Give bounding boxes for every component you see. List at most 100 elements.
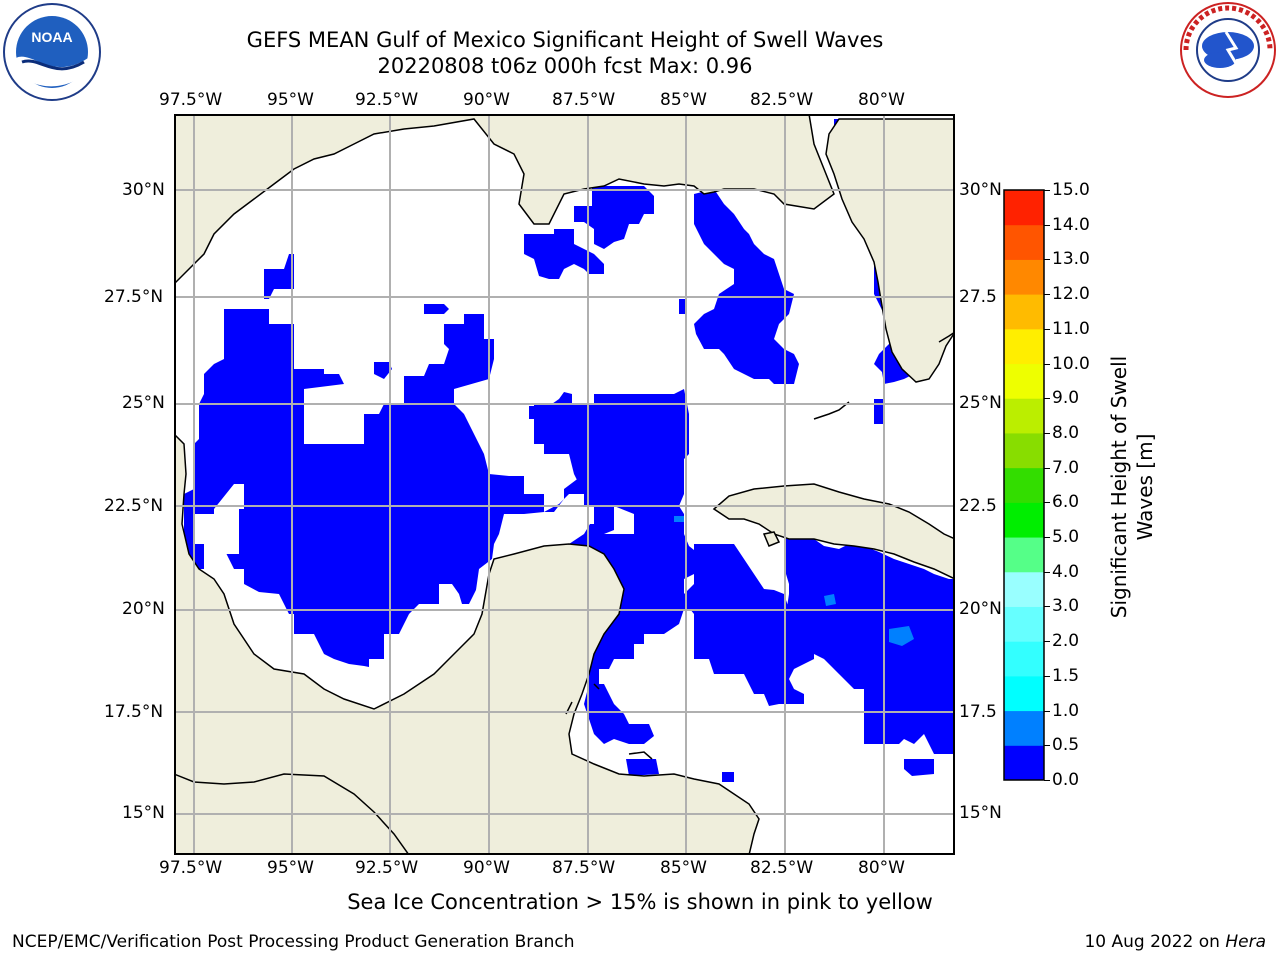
colorbar-tick-mark xyxy=(1044,294,1050,296)
lon-label-bottom: 95°W xyxy=(267,858,314,878)
colorbar-tick-label: 9.0 xyxy=(1052,388,1080,409)
lon-label-top: 90°W xyxy=(463,90,510,110)
colorbar-swatch xyxy=(1004,537,1044,573)
lat-label-right: 30°N xyxy=(959,180,1002,200)
colorbar-swatch xyxy=(1004,745,1044,781)
nws-logo xyxy=(1178,0,1278,100)
colorbar-swatch xyxy=(1004,328,1044,365)
colorbar-tick-label: 3.0 xyxy=(1052,596,1080,617)
colorbar-tick-mark xyxy=(1044,432,1050,434)
colorbar-tick-label: 5.0 xyxy=(1052,527,1080,548)
colorbar-tick-mark xyxy=(1044,190,1050,191)
colorbar-tick-mark xyxy=(1044,780,1050,781)
lat-label-right: 27.5 xyxy=(959,287,997,307)
colorbar-swatch xyxy=(1004,432,1044,469)
colorbar-tick-mark xyxy=(1044,537,1050,539)
lat-label-left: 27.5°N xyxy=(104,287,164,307)
lat-label-right: 17.5 xyxy=(959,702,997,722)
colorbar-tick-mark xyxy=(1044,259,1050,261)
colorbar-tick-mark xyxy=(1044,467,1050,469)
colorbar-tick-label: 0.5 xyxy=(1052,735,1080,756)
lon-label-bottom: 87.5°W xyxy=(552,858,616,878)
colorbar-swatch xyxy=(1004,259,1044,295)
lon-label-bottom: 92.5°W xyxy=(355,858,419,878)
sea-ice-note: Sea Ice Concentration > 15% is shown in … xyxy=(347,890,933,914)
colorbar-tick-label: 7.0 xyxy=(1052,457,1080,478)
colorbar-tick-mark xyxy=(1044,224,1050,226)
lon-label-bottom: 85°W xyxy=(660,858,707,878)
colorbar-swatch xyxy=(1004,224,1044,260)
noaa-logo: NOAA xyxy=(2,2,102,102)
colorbar-tick-mark xyxy=(1044,502,1050,504)
colorbar-label: Significant Height of Swell Waves [m] xyxy=(1106,322,1160,652)
colorbar xyxy=(1003,189,1045,781)
colorbar-swatch xyxy=(1004,363,1044,399)
colorbar-swatch xyxy=(1004,294,1044,330)
colorbar-tick-label: 12.0 xyxy=(1052,284,1090,305)
colorbar-tick-mark xyxy=(1044,328,1050,330)
colorbar-label-line2: Waves [m] xyxy=(1133,433,1157,541)
colorbar-swatch xyxy=(1004,398,1044,434)
lat-label-left: 22.5°N xyxy=(104,496,164,516)
colorbar-tick-label: 4.0 xyxy=(1052,561,1080,582)
lon-label-top: 82.5°W xyxy=(750,90,814,110)
colorbar-tick-mark xyxy=(1044,641,1050,643)
lat-label-right: 15°N xyxy=(959,803,1002,823)
lon-label-bottom: 82.5°W xyxy=(750,858,814,878)
colorbar-tick-mark xyxy=(1044,745,1050,747)
lon-label-top: 95°W xyxy=(267,90,314,110)
colorbar-swatch xyxy=(1004,190,1044,226)
chart-subtitle: 20220808 t06z 000h fcst Max: 0.96 xyxy=(377,54,753,78)
date-host-text: 10 Aug 2022 on Hera xyxy=(1084,932,1266,952)
map-grid xyxy=(174,114,955,855)
lat-label-right: 20°N xyxy=(959,599,1002,619)
lat-label-left: 30°N xyxy=(122,180,165,200)
colorbar-swatch xyxy=(1004,467,1044,503)
colorbar-tick-mark xyxy=(1044,675,1050,677)
colorbar-tick-label: 14.0 xyxy=(1052,214,1090,235)
colorbar-tick-label: 11.0 xyxy=(1052,318,1090,339)
chart-title: GEFS MEAN Gulf of Mexico Significant Hei… xyxy=(246,28,884,52)
colorbar-swatch xyxy=(1004,571,1044,607)
date-text: 10 Aug 2022 on xyxy=(1084,932,1226,952)
colorbar-swatch xyxy=(1004,641,1044,677)
colorbar-tick-label: 1.5 xyxy=(1052,665,1080,686)
lat-label-right: 22.5 xyxy=(959,496,997,516)
land xyxy=(174,114,955,855)
lat-label-left: 15°N xyxy=(122,803,165,823)
colorbar-tick-mark xyxy=(1044,571,1050,573)
colorbar-swatch xyxy=(1004,502,1044,538)
colorbar-frame xyxy=(1003,189,1045,781)
map-panel xyxy=(174,114,955,855)
colorbar-tick-label: 10.0 xyxy=(1052,353,1090,374)
colorbar-tick-label: 6.0 xyxy=(1052,492,1080,513)
colorbar-tick-label: 0.0 xyxy=(1052,770,1080,790)
colorbar-tick-mark xyxy=(1044,606,1050,608)
lon-label-top: 87.5°W xyxy=(552,90,616,110)
lon-label-bottom: 90°W xyxy=(463,858,510,878)
colorbar-tick-label: 13.0 xyxy=(1052,249,1090,270)
lat-label-right: 25°N xyxy=(959,393,1002,413)
lon-label-bottom: 97.5°W xyxy=(159,858,223,878)
colorbar-label-line1: Significant Height of Swell xyxy=(1107,355,1131,619)
colorbar-tick-label: 1.0 xyxy=(1052,700,1080,721)
lon-label-top: 92.5°W xyxy=(355,90,419,110)
colorbar-tick-mark xyxy=(1044,398,1050,400)
lon-label-bottom: 80°W xyxy=(858,858,905,878)
lat-label-left: 20°N xyxy=(122,599,165,619)
svg-text:NOAA: NOAA xyxy=(31,29,72,45)
swell-field-mid xyxy=(674,516,914,646)
colorbar-swatch xyxy=(1004,606,1044,642)
lat-label-left: 17.5°N xyxy=(104,702,164,722)
colorbar-swatch xyxy=(1004,710,1044,746)
colorbar-tick-mark xyxy=(1044,710,1050,712)
credit-text: NCEP/EMC/Verification Post Processing Pr… xyxy=(12,932,575,952)
colorbar-tick-label: 2.0 xyxy=(1052,631,1080,652)
lon-label-top: 85°W xyxy=(660,90,707,110)
colorbar-tick-mark xyxy=(1044,363,1050,365)
host-text: Hera xyxy=(1225,932,1266,952)
colorbar-tick-label: 15.0 xyxy=(1052,180,1090,200)
lon-label-top: 80°W xyxy=(858,90,905,110)
colorbar-tick-label: 8.0 xyxy=(1052,422,1080,443)
colorbar-swatch xyxy=(1004,675,1044,712)
